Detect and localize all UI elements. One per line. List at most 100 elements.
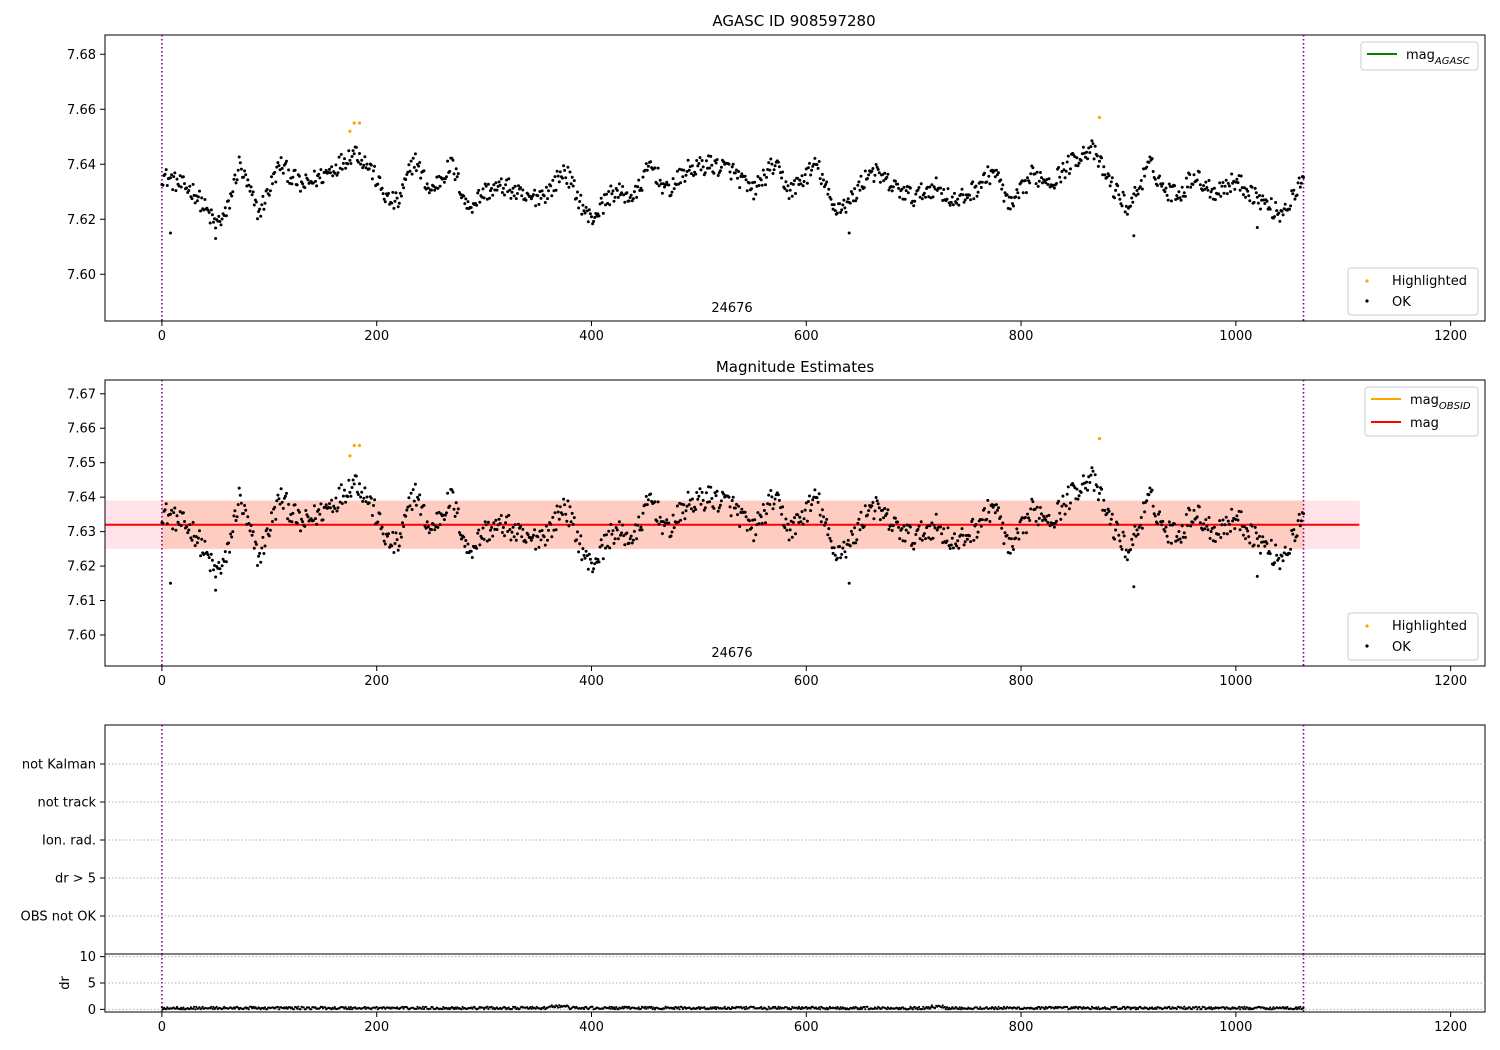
ok-point (858, 188, 862, 192)
ok-point (1256, 544, 1260, 548)
ok-point (803, 173, 807, 177)
ok-point (627, 199, 631, 203)
ok-point (738, 186, 742, 190)
ok-point (1027, 516, 1031, 520)
ok-point (828, 536, 832, 540)
ok-point (671, 177, 675, 181)
ok-point (777, 498, 781, 502)
ok-point (639, 525, 643, 529)
ok-point (709, 154, 713, 158)
ok-point (402, 186, 406, 190)
ok-point (719, 499, 723, 503)
ok-point (697, 494, 701, 498)
ok-point (529, 197, 533, 201)
ok-point (171, 188, 175, 192)
ok-point (1184, 513, 1188, 516)
ok-point (1092, 157, 1096, 161)
ok-point (928, 524, 932, 528)
ok-point (370, 177, 374, 181)
ok-point (1009, 196, 1013, 199)
ok-point (1133, 524, 1137, 528)
ok-point (273, 505, 277, 509)
ok-point (299, 189, 302, 193)
ok-point (1221, 518, 1225, 522)
ok-point (600, 543, 604, 547)
ok-point (301, 182, 305, 186)
ok-point (679, 181, 683, 185)
ok-point (391, 190, 395, 194)
ok-point (1079, 490, 1083, 494)
ok-point (975, 535, 979, 539)
ok-point (609, 184, 613, 188)
ok-point (512, 194, 516, 198)
ok-point (1230, 172, 1234, 176)
ok-point (378, 512, 382, 516)
dr-point (1269, 1006, 1272, 1009)
ok-point (1057, 166, 1061, 169)
ok-point (1069, 501, 1072, 505)
ok-point (811, 498, 815, 502)
ok-point (656, 500, 660, 504)
ok-point (209, 552, 213, 556)
ok-point (1165, 193, 1169, 197)
ok-point (605, 533, 608, 537)
ok-point (1073, 486, 1077, 490)
ok-point (509, 196, 513, 200)
ok-point (1283, 202, 1287, 206)
ok-point (585, 554, 589, 558)
panel1-xtick-label: 400 (579, 329, 604, 344)
ok-point (796, 513, 800, 517)
ok-point (187, 189, 191, 192)
ok-point (583, 556, 587, 560)
ok-point (768, 168, 772, 172)
ok-point (179, 185, 183, 189)
ok-point (733, 506, 737, 510)
ok-point (412, 499, 416, 503)
ok-point (912, 204, 916, 208)
panel2-legend-highlighted-label: Highlighted (1392, 619, 1467, 634)
ok-point (957, 203, 961, 207)
ok-point (822, 515, 825, 519)
ok-point (319, 502, 323, 506)
ok-point (275, 165, 279, 169)
ok-point (520, 194, 524, 198)
ok-point (598, 545, 602, 549)
dr-point (363, 1005, 366, 1009)
ok-point (1269, 538, 1273, 542)
dr-point (1076, 1007, 1080, 1010)
ok-point (1124, 204, 1128, 208)
ok-point (867, 173, 871, 177)
ok-point (1239, 510, 1243, 514)
ok-point (757, 522, 761, 526)
ok-point (1210, 527, 1214, 530)
ok-point (398, 191, 402, 195)
ok-point (1261, 194, 1265, 198)
ok-point (276, 161, 280, 165)
ok-point (1015, 527, 1019, 531)
ok-point (1229, 190, 1232, 194)
dr-point (195, 1005, 198, 1009)
ok-point (304, 509, 308, 512)
ok-point (919, 520, 923, 524)
dr-point (420, 1007, 423, 1011)
ok-point (963, 198, 967, 202)
ok-point (1297, 512, 1301, 516)
ok-point (584, 549, 588, 553)
dr-point (346, 1007, 349, 1011)
ok-point (506, 190, 510, 194)
ok-point (498, 183, 502, 187)
ok-point (872, 517, 876, 521)
ok-point (561, 513, 564, 516)
ok-point (498, 522, 502, 525)
ok-point (256, 217, 259, 221)
ok-point (199, 209, 203, 213)
ok-point (1291, 532, 1295, 536)
ok-point (380, 525, 384, 529)
panel1-ytick-label: 7.62 (67, 213, 96, 228)
ok-point (874, 496, 878, 499)
ok-point (242, 175, 245, 179)
ok-point (854, 541, 858, 545)
ok-point (1160, 184, 1164, 188)
ok-point (1167, 182, 1171, 186)
ok-point (344, 500, 348, 504)
